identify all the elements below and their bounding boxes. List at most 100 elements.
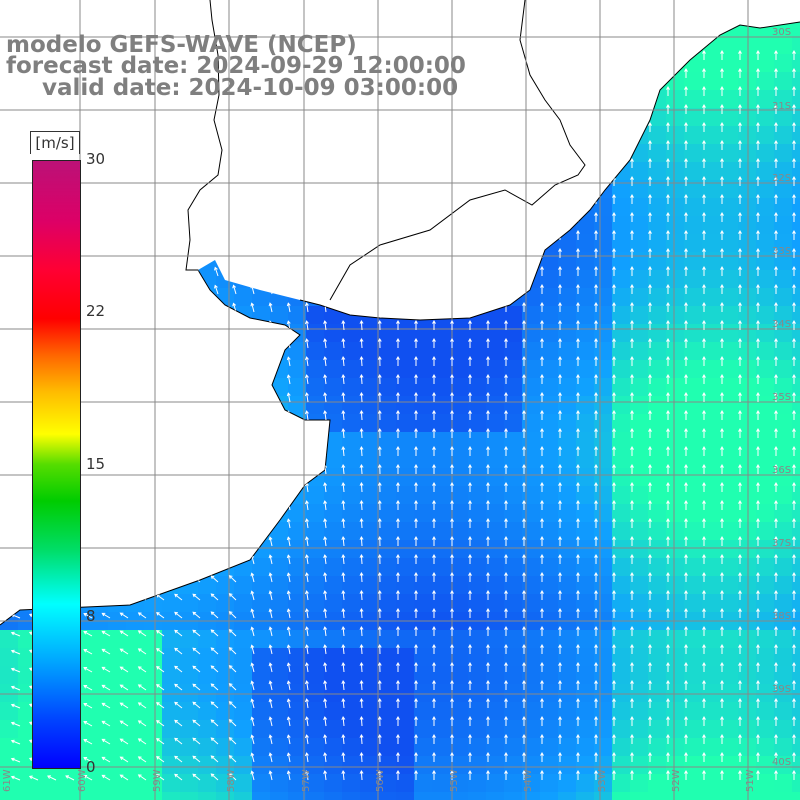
wind-cell	[540, 108, 558, 126]
wind-cell	[414, 108, 432, 126]
wind-arrow	[86, 249, 93, 259]
wind-cell	[432, 792, 450, 800]
wind-arrow	[141, 231, 147, 241]
wind-cell	[144, 396, 162, 414]
wind-cell	[270, 738, 288, 756]
wind-cell	[270, 414, 288, 432]
wind-cell	[162, 0, 180, 18]
wind-cell	[342, 702, 360, 720]
wind-arrow	[268, 140, 273, 151]
wind-arrow	[86, 141, 93, 151]
wind-cell	[360, 702, 378, 720]
wind-arrow	[414, 175, 418, 186]
wind-arrow	[576, 85, 580, 96]
wind-arrow	[558, 85, 562, 96]
wind-cell	[90, 324, 108, 342]
wind-arrow	[468, 67, 472, 78]
wind-cell	[144, 288, 162, 306]
wind-cell	[162, 504, 180, 522]
wind-cell	[252, 630, 270, 648]
wind-cell	[792, 126, 800, 144]
wind-cell	[126, 108, 144, 126]
wind-cell	[198, 756, 216, 774]
wind-cell	[342, 162, 360, 180]
wind-arrow	[159, 122, 165, 133]
wind-cell	[270, 306, 288, 324]
wind-cell	[792, 252, 800, 270]
wind-cell	[270, 360, 288, 378]
wind-cell	[324, 576, 342, 594]
wind-cell	[792, 396, 800, 414]
wind-arrow	[232, 194, 237, 205]
wind-cell	[0, 684, 18, 702]
wind-cell	[306, 630, 324, 648]
wind-arrow	[432, 211, 436, 222]
wind-arrow	[612, 49, 616, 60]
wind-cell	[108, 234, 126, 252]
wind-arrow	[141, 429, 147, 439]
wind-arrow	[576, 175, 580, 186]
wind-cell	[378, 252, 396, 270]
longitude-label: 53W	[597, 769, 608, 792]
wind-cell	[90, 0, 108, 18]
wind-arrow	[123, 465, 129, 475]
wind-cell	[324, 522, 342, 540]
wind-cell	[720, 0, 738, 18]
wind-cell	[90, 432, 108, 450]
wind-arrow	[195, 554, 201, 565]
wind-cell	[612, 36, 630, 54]
latitude-label: 33S	[772, 246, 791, 257]
wind-cell	[342, 360, 360, 378]
wind-cell	[558, 0, 576, 18]
wind-cell	[486, 22, 504, 36]
wind-arrow	[341, 122, 346, 133]
wind-arrow	[377, 140, 382, 151]
wind-arrow	[123, 231, 129, 241]
wind-cell	[756, 54, 774, 72]
wind-arrow	[141, 519, 147, 529]
wind-arrow	[177, 410, 183, 421]
wind-cell	[378, 540, 396, 558]
wind-arrow	[141, 357, 147, 367]
wind-cell	[792, 216, 800, 234]
wind-arrow	[123, 249, 129, 259]
wind-arrow	[105, 123, 111, 133]
wind-arrow	[286, 140, 291, 151]
wind-cell	[342, 486, 360, 504]
wind-arrow	[13, 160, 21, 169]
wind-cell	[558, 216, 576, 234]
wind-cell	[198, 504, 216, 522]
wind-cell	[234, 720, 252, 738]
wind-cell	[198, 162, 216, 180]
wind-cell	[126, 216, 144, 234]
wind-arrow	[250, 158, 255, 169]
wind-cell	[162, 558, 180, 576]
wind-arrow	[214, 410, 219, 421]
wind-arrow	[123, 141, 129, 151]
wind-cell	[630, 774, 648, 792]
wind-cell	[216, 0, 234, 18]
wind-arrow	[10, 595, 21, 601]
wind-cell	[576, 22, 594, 36]
wind-arrow	[250, 518, 255, 529]
wind-cell	[342, 630, 360, 648]
wind-cell	[108, 216, 126, 234]
wind-arrow	[432, 283, 436, 294]
wind-cell	[324, 360, 342, 378]
wind-cell	[468, 72, 486, 90]
wind-cell	[486, 36, 504, 54]
wind-cell	[306, 684, 324, 702]
wind-cell	[342, 594, 360, 612]
wind-arrow	[286, 248, 291, 259]
wind-cell	[342, 666, 360, 684]
wind-cell	[18, 108, 36, 126]
wind-cell	[288, 630, 306, 648]
latitude-label: 36S	[772, 465, 791, 476]
wind-arrow	[101, 594, 111, 601]
wind-arrow	[268, 428, 273, 439]
wind-cell	[792, 630, 800, 648]
wind-cell	[504, 270, 522, 288]
wind-arrow	[195, 428, 201, 439]
wind-cell	[792, 702, 800, 720]
wind-arrow	[141, 339, 147, 349]
